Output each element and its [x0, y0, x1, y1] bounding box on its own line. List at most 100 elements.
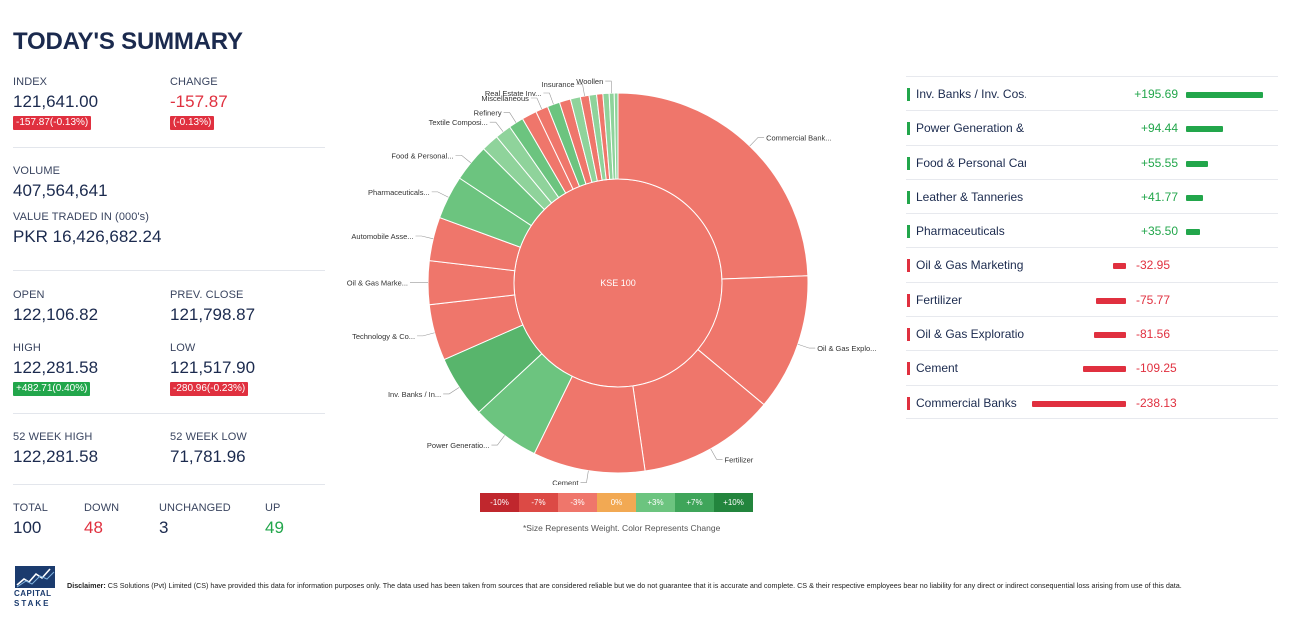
- wk52-high-value: 122,281.58: [13, 447, 99, 466]
- logo-text: CAPITAL STAKE: [14, 589, 52, 608]
- color-legend: -10% -7% -3% 0% +3% +7% +10%: [480, 493, 753, 512]
- low-value: 121,517.90: [170, 358, 256, 377]
- contribution-bar: [1031, 400, 1126, 407]
- row-marker: [907, 190, 910, 204]
- change-label: CHANGE: [170, 76, 218, 88]
- contribution-bar: [1186, 126, 1224, 133]
- row-marker: [907, 122, 910, 136]
- slice-label-line: [491, 435, 505, 446]
- legend-item: -10%: [480, 493, 519, 512]
- contributor-row[interactable]: Inv. Banks / Inv. Cos. +195.69: [906, 76, 1278, 110]
- slice-label-line: [431, 191, 449, 198]
- row-marker: [907, 88, 910, 101]
- chart-footnote: *Size Represents Weight. Color Represent…: [523, 523, 721, 533]
- slice-label: Miscellaneous: [481, 94, 529, 103]
- contributor-row[interactable]: Leather & Tanneries +41.77: [906, 178, 1278, 213]
- contribution-bar: [1186, 160, 1208, 167]
- contribution-bar: [1082, 366, 1126, 373]
- sector-name: Food & Personal Car: [916, 155, 1026, 170]
- slice-label: Automobile Asse...: [351, 232, 413, 241]
- slice-label: Textile Composi...: [429, 118, 488, 127]
- down-value: 48: [84, 518, 103, 537]
- legend-item: -3%: [558, 493, 597, 512]
- row-marker: [907, 362, 910, 376]
- unchanged-value: 3: [159, 518, 169, 537]
- sector-name: Fertilizer: [916, 292, 963, 307]
- slice-label-line: [543, 92, 554, 105]
- contributor-row[interactable]: Oil & Gas Exploratio -81.56: [906, 316, 1278, 350]
- legend-item: +3%: [636, 493, 675, 512]
- contributor-row[interactable]: Pharmaceuticals +35.50: [906, 213, 1278, 247]
- slice-label-line: [749, 137, 765, 147]
- capital-stake-logo: [15, 566, 55, 588]
- sector-points: +94.44: [1140, 121, 1178, 136]
- total-label: TOTAL: [13, 502, 48, 514]
- contribution-bar: [1186, 92, 1264, 98]
- row-marker: [907, 293, 910, 307]
- sector-points: -32.95: [1136, 258, 1171, 273]
- contribution-bar: [1186, 194, 1203, 201]
- slice-label: Technology & Co...: [352, 332, 415, 341]
- value-traded-value: PKR 16,426,682.24: [13, 227, 162, 246]
- contribution-bar: [1096, 297, 1126, 304]
- slice-label-line: [605, 80, 612, 94]
- slice-label-line: [797, 343, 816, 349]
- sector-name: Cement: [916, 361, 959, 376]
- sector-slice[interactable]: [613, 92, 619, 180]
- slice-label-line: [415, 235, 434, 240]
- contributor-row[interactable]: Oil & Gas Marketing -32.95: [906, 247, 1278, 281]
- slice-label-line: [455, 154, 472, 164]
- slice-label: Oil & Gas Explo...: [817, 344, 876, 353]
- disclaimer: Disclaimer: CS Solutions (Pvt) Limited (…: [67, 581, 1182, 590]
- up-label: UP: [265, 502, 281, 514]
- volume-value: 407,564,641: [13, 181, 108, 200]
- slice-label: Inv. Banks / In...: [388, 390, 441, 399]
- legend-item: +7%: [675, 493, 714, 512]
- legend-item: +10%: [714, 493, 753, 512]
- sector-sunburst-chart: KSE 100 Commercial Bank... Oil & Gas Explo…: [347, 77, 877, 485]
- contributor-row[interactable]: Power Generation & +94.44: [906, 110, 1278, 144]
- index-value: 121,641.00: [13, 92, 99, 111]
- sector-slice[interactable]: [617, 92, 809, 280]
- contributor-row[interactable]: Fertilizer -75.77: [906, 281, 1278, 316]
- unchanged-label: UNCHANGED: [159, 502, 231, 514]
- sector-points: +55.55: [1140, 155, 1178, 170]
- divider: [13, 147, 325, 148]
- contribution-bar: [1112, 263, 1126, 270]
- slice-label: Insurance: [542, 80, 575, 89]
- sector-name: Power Generation &: [916, 121, 1025, 136]
- prev-close-value: 121,798.87: [170, 305, 256, 324]
- slice-label-line: [503, 112, 517, 123]
- row-marker: [907, 225, 910, 239]
- contributor-row[interactable]: Food & Personal Car +55.55: [906, 144, 1278, 179]
- value-traded-label: VALUE TRADED IN (000's): [13, 211, 150, 223]
- high-value: 122,281.58: [13, 358, 99, 377]
- sector-points: +35.50: [1140, 224, 1178, 239]
- index-label: INDEX: [13, 76, 48, 88]
- high-label: HIGH: [13, 342, 41, 354]
- slice-label: Woollen: [576, 77, 603, 86]
- slice-label: Cement: [552, 479, 579, 485]
- center-label: KSE 100: [600, 278, 636, 288]
- slice-label: Food & Personal...: [391, 151, 453, 160]
- contributor-row[interactable]: Commercial Banks -238.13: [906, 384, 1278, 419]
- slice-label: Real Estate Inv...: [485, 89, 542, 98]
- open-value: 122,106.82: [13, 305, 99, 324]
- volume-section: VOLUME 407,564,641 VALUE TRADED IN (000'…: [13, 165, 325, 247]
- contributor-row[interactable]: Cement -109.25: [906, 350, 1278, 384]
- slice-label: Fertilizer: [725, 455, 754, 464]
- sector-name: Oil & Gas Exploratio: [916, 327, 1025, 342]
- slice-label-line: [489, 121, 504, 132]
- row-marker: [907, 259, 910, 273]
- wk52-low-label: 52 WEEK LOW: [170, 431, 247, 443]
- sector-points: +41.77: [1140, 189, 1178, 204]
- slice-label-line: [530, 97, 542, 110]
- sector-name: Inv. Banks / Inv. Cos.: [916, 87, 1026, 101]
- open-label: OPEN: [13, 289, 45, 301]
- high-change-badge: +482.71(0.40%): [13, 382, 91, 396]
- sector-name: Leather & Tanneries: [916, 189, 1024, 204]
- divider: [13, 413, 325, 414]
- slice-label: Pharmaceuticals...: [368, 188, 430, 197]
- row-marker: [907, 396, 910, 410]
- slice-label-line: [710, 448, 723, 460]
